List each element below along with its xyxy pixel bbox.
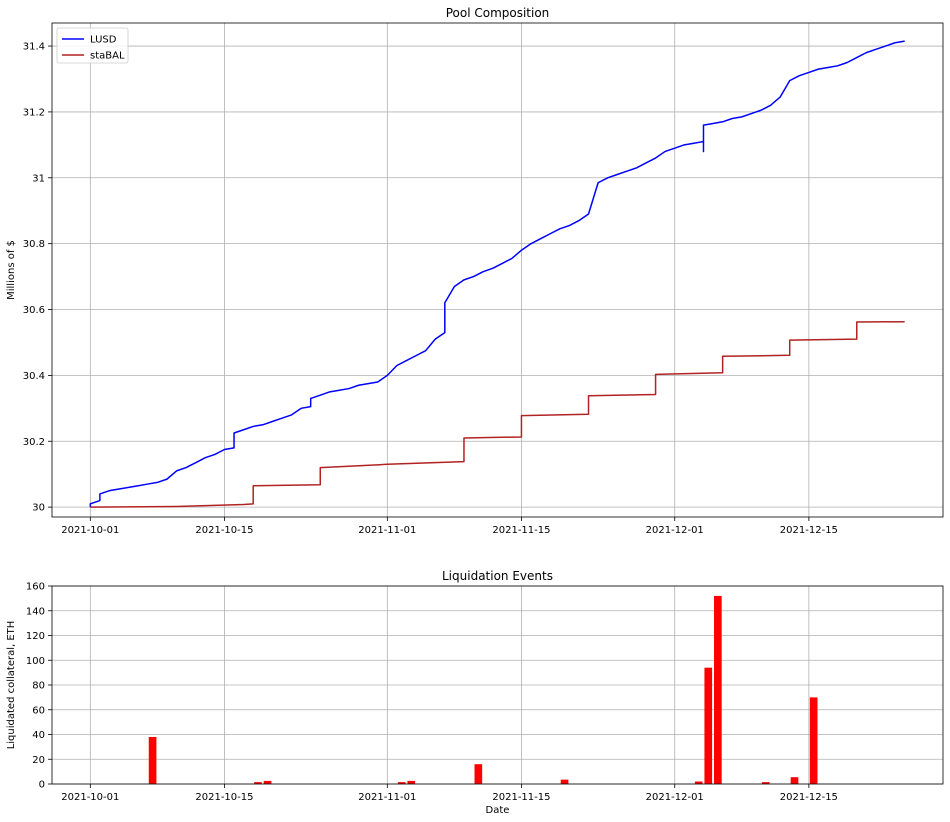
liquidation-bar	[790, 777, 799, 784]
top-chart-ylabel: Millions of $	[6, 240, 17, 300]
x-tick-label: 2021-10-01	[61, 525, 119, 536]
liquidation-bar	[694, 781, 703, 784]
x-tick-label: 2021-10-15	[195, 525, 253, 536]
bottom-chart-title: Liquidation Events	[442, 569, 553, 583]
top-chart-x-ticks: 2021-10-01 2021-10-15 2021-11-01 2021-11-15…	[61, 517, 838, 536]
top-chart-frame	[51, 22, 944, 518]
legend-label: LUSD	[90, 35, 117, 46]
bottom-chart-y-ticks: 0 20 40 60 80 100 120 140 160	[26, 582, 52, 791]
liquidation-bar	[474, 764, 483, 784]
x-tick-label: 2021-11-15	[492, 525, 550, 536]
series-line-stabal	[90, 320, 905, 508]
liquidation-bar	[560, 779, 569, 784]
liquidation-bar	[704, 667, 713, 784]
x-tick-label: 2021-10-15	[195, 792, 253, 803]
y-tick-label: 40	[32, 730, 45, 741]
x-tick-label: 2021-12-15	[780, 792, 838, 803]
liquidation-events-chart: Liquidation Events Liquidated collateral…	[6, 569, 944, 816]
y-tick-label: 20	[32, 755, 45, 766]
liquidation-bar	[254, 782, 262, 784]
y-tick-label: 31	[32, 173, 45, 184]
y-tick-label: 31.2	[23, 107, 45, 118]
y-tick-label: 31.4	[23, 42, 45, 53]
top-chart-series	[89, 40, 905, 508]
x-tick-label: 2021-11-01	[358, 525, 416, 536]
x-tick-label: 2021-11-15	[492, 792, 550, 803]
top-chart-grid	[52, 23, 943, 517]
liquidation-bar	[148, 736, 157, 784]
liquidation-bar	[809, 697, 818, 785]
x-tick-label: 2021-10-01	[61, 792, 119, 803]
legend-label: staBAL	[90, 51, 125, 62]
liquidation-bar	[397, 782, 406, 784]
y-tick-label: 30.2	[23, 437, 45, 448]
y-tick-label: 0	[39, 780, 45, 791]
top-chart-y-ticks: 30 30.2 30.4 30.6 30.8 31 31.2 31.4	[23, 42, 52, 514]
x-tick-label: 2021-11-01	[358, 792, 416, 803]
top-chart-title: Pool Composition	[446, 6, 550, 20]
bottom-chart-xlabel: Date	[486, 805, 510, 816]
y-tick-label: 120	[26, 631, 45, 642]
y-tick-label: 30.6	[23, 305, 45, 316]
top-chart-legend: LUSD staBAL	[56, 27, 129, 64]
bottom-chart-bars	[148, 595, 818, 785]
liquidation-bar	[761, 782, 770, 784]
bottom-chart-ylabel: Liquidated collateral, ETH	[6, 621, 17, 750]
x-tick-label: 2021-12-01	[646, 525, 704, 536]
y-tick-label: 80	[32, 681, 45, 692]
pool-composition-chart: Pool Composition Millions of $ 2021-10-0…	[6, 6, 944, 536]
bottom-chart-x-ticks: 2021-10-01 2021-10-15 2021-11-01 2021-11-15…	[61, 784, 838, 803]
y-tick-label: 140	[26, 606, 45, 617]
liquidation-bar	[407, 780, 416, 784]
series-line-lusd	[89, 40, 905, 508]
y-tick-label: 60	[32, 705, 45, 716]
liquidation-bar	[263, 780, 272, 784]
liquidation-bar	[714, 595, 722, 784]
x-tick-label: 2021-12-01	[646, 792, 704, 803]
x-tick-label: 2021-12-15	[780, 525, 838, 536]
y-tick-label: 100	[26, 656, 45, 667]
y-tick-label: 30.8	[23, 239, 45, 250]
y-tick-label: 30	[32, 503, 45, 514]
y-tick-label: 30.4	[23, 371, 45, 382]
y-tick-label: 160	[26, 582, 45, 593]
